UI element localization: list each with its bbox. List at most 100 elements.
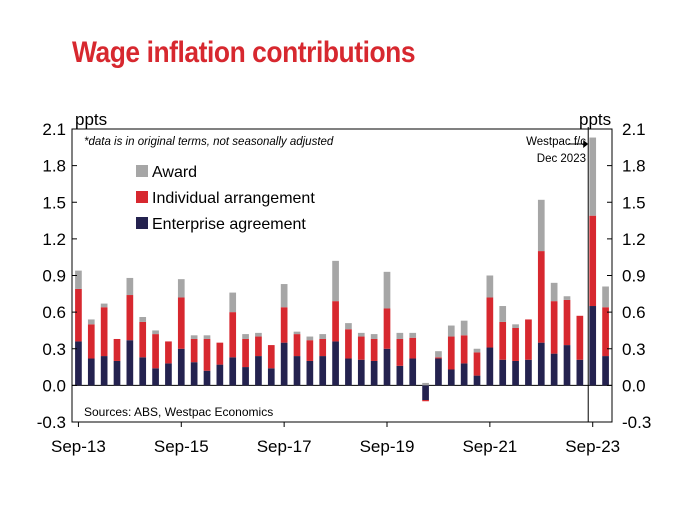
bar-award-6 (152, 330, 159, 335)
bar-award-41 (602, 286, 609, 308)
legend-label-enterprise-agreement: Enterprise agreement (152, 216, 306, 233)
bar-individual-arrangement-8 (177, 297, 185, 349)
y-tick-label-left-5: 1.2 (42, 230, 66, 249)
bar-enterprise-agreement-29 (447, 369, 455, 386)
y-axis-label-right: ppts (579, 110, 611, 129)
bar-enterprise-agreement-21 (345, 358, 352, 386)
bar-enterprise-agreement-33 (499, 359, 507, 386)
bar-individual-arrangement-0 (75, 288, 82, 342)
bar-enterprise-agreement-36 (537, 342, 545, 386)
bar-enterprise-agreement-39 (576, 359, 584, 386)
y-tick-label-left-4: 0.9 (42, 267, 66, 286)
y-tick-label-right-2: 0.3 (622, 340, 646, 359)
bar-enterprise-agreement-20 (332, 341, 339, 386)
x-tick-label-1: Sep-15 (154, 437, 209, 456)
bar-award-36 (537, 199, 545, 252)
bar-individual-arrangement-27 (422, 400, 429, 402)
bar-award-25 (396, 332, 404, 339)
bar-individual-arrangement-28 (435, 357, 442, 359)
bar-enterprise-agreement-5 (139, 357, 147, 386)
y-tick-label-right-1: 0.0 (622, 376, 646, 395)
chart-title: Wage inflation contributions (72, 36, 416, 69)
bar-individual-arrangement-38 (563, 299, 571, 346)
bar-enterprise-agreement-2 (100, 356, 108, 386)
bar-enterprise-agreement-35 (525, 359, 532, 386)
bar-enterprise-agreement-8 (177, 348, 185, 386)
bar-individual-arrangement-31 (473, 352, 481, 376)
bar-individual-arrangement-26 (409, 337, 417, 359)
bar-enterprise-agreement-38 (563, 345, 571, 386)
bar-award-18 (306, 336, 314, 341)
bar-individual-arrangement-1 (87, 324, 95, 359)
bar-enterprise-agreement-27 (422, 385, 429, 401)
bar-award-5 (139, 317, 147, 322)
x-tick-label-4: Sep-21 (462, 437, 517, 456)
bar-enterprise-agreement-30 (460, 363, 468, 386)
bar-enterprise-agreement-19 (319, 356, 327, 386)
bar-enterprise-agreement-16 (280, 342, 288, 386)
y-tick-label-left-2: 0.3 (42, 340, 66, 359)
legend-label-individual-arrangement: Individual arrangement (152, 190, 315, 207)
bar-award-30 (460, 320, 468, 336)
bar-enterprise-agreement-12 (229, 357, 237, 386)
bar-individual-arrangement-32 (486, 297, 494, 348)
x-tick-label-5: Sep-23 (565, 437, 620, 456)
y-tick-label-right-4: 0.9 (622, 267, 646, 286)
bar-enterprise-agreement-13 (242, 367, 249, 386)
bar-individual-arrangement-21 (345, 329, 352, 359)
bar-enterprise-agreement-32 (486, 347, 494, 386)
forecast-arrow-marker (583, 140, 589, 148)
bar-award-14 (255, 332, 262, 337)
bar-award-9 (190, 335, 198, 339)
bar-award-33 (499, 306, 507, 322)
x-tick-label-3: Sep-19 (360, 437, 415, 456)
bar-enterprise-agreement-3 (113, 360, 121, 386)
bar-enterprise-agreement-7 (165, 363, 172, 386)
y-tick-label-left-8: 2.1 (42, 120, 66, 139)
bar-award-31 (473, 348, 481, 353)
y-tick-label-right-5: 1.2 (622, 230, 646, 249)
bar-individual-arrangement-4 (126, 295, 134, 341)
bar-enterprise-agreement-22 (357, 359, 365, 386)
bar-individual-arrangement-25 (396, 338, 404, 366)
bar-individual-arrangement-39 (576, 315, 584, 360)
chart-note: *data is in original terms, not seasonal… (84, 136, 334, 148)
x-tick-label-0: Sep-13 (51, 437, 106, 456)
bar-individual-arrangement-18 (306, 340, 314, 361)
bar-award-32 (486, 275, 494, 298)
legend-swatch-individual-arrangement (136, 191, 148, 203)
bar-enterprise-agreement-18 (306, 360, 314, 386)
bar-individual-arrangement-23 (370, 338, 378, 361)
bar-individual-arrangement-12 (229, 312, 237, 358)
y-tick-label-right-0: -0.3 (622, 413, 651, 432)
bar-individual-arrangement-6 (152, 334, 159, 369)
bar-award-13 (242, 334, 249, 339)
bar-award-37 (550, 282, 558, 302)
bar-individual-arrangement-5 (139, 321, 147, 358)
bar-enterprise-agreement-9 (190, 362, 198, 386)
bar-enterprise-agreement-41 (602, 356, 609, 386)
bar-award-40 (589, 137, 597, 216)
bar-award-22 (357, 332, 365, 337)
bar-individual-arrangement-41 (602, 307, 609, 357)
bar-award-38 (563, 296, 571, 300)
bar-enterprise-agreement-40 (589, 306, 597, 386)
bar-individual-arrangement-17 (293, 334, 301, 357)
y-tick-label-left-6: 1.5 (42, 193, 66, 212)
bar-individual-arrangement-19 (319, 338, 327, 357)
bar-award-20 (332, 260, 339, 302)
bar-award-10 (203, 335, 211, 339)
y-tick-label-left-7: 1.8 (42, 157, 66, 176)
y-tick-label-right-3: 0.6 (622, 303, 646, 322)
bar-award-27 (422, 382, 429, 386)
bar-individual-arrangement-2 (100, 307, 108, 357)
bar-award-16 (280, 284, 288, 308)
bar-individual-arrangement-22 (357, 336, 365, 360)
bar-individual-arrangement-16 (280, 307, 288, 343)
bar-award-17 (293, 331, 301, 335)
legend: Award Individual arrangement Enterprise … (136, 164, 315, 233)
bar-enterprise-agreement-25 (396, 365, 404, 386)
bar-enterprise-agreement-0 (75, 341, 82, 386)
legend-swatch-award (136, 165, 148, 177)
